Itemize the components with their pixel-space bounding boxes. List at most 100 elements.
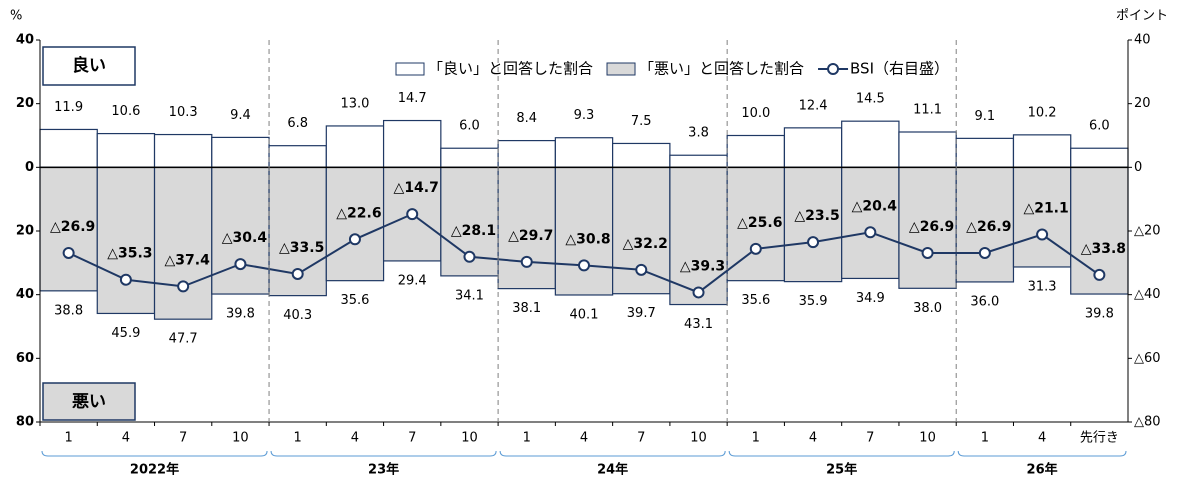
bar: [211, 166, 270, 295]
data-label: △33.5: [279, 240, 324, 256]
y2-tick-label: △20: [1134, 224, 1161, 239]
data-label: △25.6: [737, 215, 782, 231]
data-label: △30.4: [222, 230, 268, 246]
line-marker: [62, 246, 75, 259]
bar: [669, 154, 728, 168]
bar: [497, 166, 556, 290]
data-label: 31.3: [1028, 279, 1057, 294]
line-marker: [578, 259, 590, 272]
line-marker: [234, 258, 247, 271]
x-tick-label: 4: [1038, 431, 1046, 446]
y2-tick-label: 20: [1134, 96, 1151, 111]
bar: [96, 132, 156, 168]
bar: [268, 145, 327, 168]
x-tick-label: 10: [461, 431, 478, 446]
bar: [612, 142, 671, 168]
x-tick-label: 7: [637, 431, 645, 446]
line-marker: [291, 267, 304, 280]
group-bracket: [41, 450, 268, 457]
line-marker: [635, 263, 648, 276]
data-label: △21.1: [1023, 201, 1068, 217]
legend-marker: [827, 63, 840, 75]
data-label: 38.0: [913, 301, 942, 316]
data-label: △14.7: [394, 180, 439, 196]
x-tick-label: 1: [64, 431, 72, 446]
bar: [955, 137, 1015, 168]
x-tick-label: 10: [919, 431, 936, 446]
x-tick-label: 1: [752, 431, 760, 446]
y2-tick-label: 40: [1134, 33, 1151, 48]
data-label: 10.6: [111, 104, 140, 119]
x-tick-label: 10: [232, 431, 249, 446]
data-label: 13.0: [340, 96, 369, 111]
annotation-box: [42, 382, 136, 421]
x-tick-label: 4: [122, 431, 130, 446]
data-label: △37.4: [165, 252, 211, 268]
line-marker: [406, 208, 419, 221]
y2-tick-label: △80: [1134, 415, 1161, 430]
legend-label: BSI（右目盛）: [850, 60, 949, 78]
bar: [841, 166, 900, 280]
data-label: △20.4: [852, 198, 898, 214]
data-label: △29.7: [508, 228, 553, 244]
bar: [783, 127, 843, 168]
data-label: 40.3: [283, 308, 312, 323]
y-tick-label: 20: [16, 96, 34, 111]
data-label: 6.0: [459, 119, 480, 134]
line-marker: [692, 286, 705, 299]
bar: [382, 119, 442, 168]
bar: [497, 139, 556, 168]
bar: [153, 166, 213, 320]
bar: [898, 166, 957, 289]
line-marker: [864, 226, 877, 239]
line-marker: [807, 236, 820, 249]
group-label: 2022年: [130, 462, 179, 478]
data-label: 14.5: [856, 92, 885, 107]
data-label: 12.4: [799, 98, 828, 113]
plot: [39, 119, 1129, 320]
data-label: 39.8: [226, 307, 255, 322]
line-marker: [520, 255, 533, 268]
legend-swatch: [606, 62, 636, 76]
bar: [554, 137, 614, 168]
data-label: △39.3: [680, 258, 725, 274]
bar: [153, 133, 213, 168]
line-marker: [119, 273, 132, 286]
y-tick-label: 60: [16, 351, 34, 366]
data-label: △33.8: [1081, 241, 1126, 257]
bar: [1070, 147, 1129, 168]
x-tick-label: 10: [690, 431, 707, 446]
line-marker: [463, 250, 476, 263]
data-label: 34.9: [856, 291, 885, 306]
x-tick-label: 4: [580, 431, 588, 446]
data-label: 7.5: [631, 114, 652, 129]
data-label: 10.2: [1028, 105, 1057, 120]
bar: [554, 166, 614, 296]
y2-tick-label: △60: [1134, 351, 1161, 366]
data-label: △26.9: [909, 219, 954, 235]
line-marker: [177, 280, 190, 293]
bar: [726, 134, 786, 168]
data-label: 9.1: [974, 109, 995, 124]
legend-label: 「良い」と回答した割合: [428, 60, 593, 78]
y-tick-label: 40: [16, 287, 34, 302]
data-label: 35.6: [741, 293, 770, 308]
data-label: 47.7: [169, 332, 198, 347]
group-label: 26年: [1027, 462, 1058, 478]
group-label: 24年: [597, 462, 628, 478]
y-tick-label: 20: [16, 224, 34, 239]
group-bracket: [270, 450, 497, 457]
legend-swatch: [395, 62, 425, 76]
data-label: △26.9: [966, 219, 1011, 235]
data-label: 6.0: [1089, 119, 1110, 134]
x-tick-label: 先行き: [1080, 431, 1119, 446]
group-bracket: [728, 450, 955, 457]
data-label: 36.0: [970, 294, 999, 309]
group-label: 23年: [368, 462, 399, 478]
bar: [841, 120, 900, 168]
x-tick-label: 4: [809, 431, 817, 446]
data-label: △35.3: [107, 246, 152, 262]
data-label: 39.8: [1085, 307, 1114, 322]
data-label: 9.4: [230, 108, 251, 123]
y2-unit-label: ポイント: [1116, 9, 1168, 24]
